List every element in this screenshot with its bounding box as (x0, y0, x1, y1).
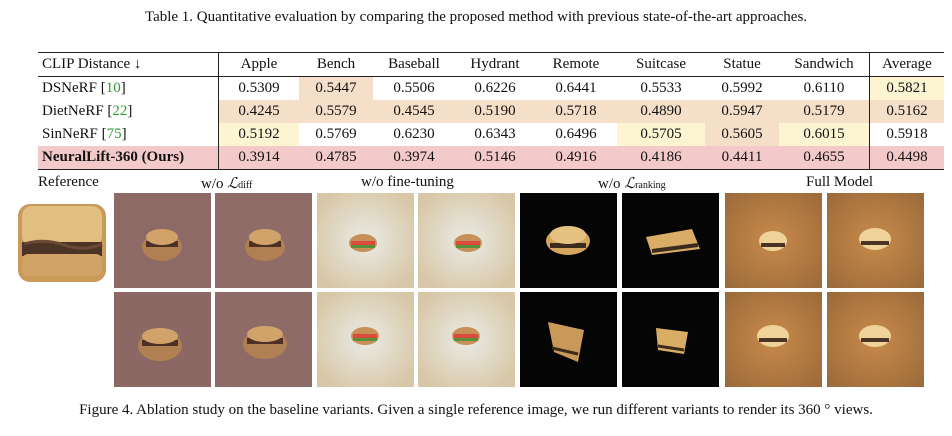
table-cell: 0.5992 (721, 80, 763, 96)
header-hydrant: Hydrant (455, 52, 535, 77)
render-wo-finetune-4 (418, 292, 515, 387)
table-cell: 0.5146 (455, 146, 535, 170)
method-dsnerf: DSNeRF [10] (38, 76, 219, 100)
method-sinnerf: SinNeRF [75] (38, 123, 219, 146)
table-row: DietNeRF [22] 0.4245 0.5579 0.4545 0.519… (38, 100, 944, 123)
render-full-1 (725, 193, 822, 288)
table-cell: 0.5718 (535, 100, 617, 123)
header-sandwich: Sandwich (779, 52, 870, 77)
render-full-4 (827, 292, 924, 387)
table-cell: 0.5162 (869, 100, 944, 123)
label-wo-diff: w/o ℒdiff (201, 176, 253, 192)
label-full-model: Full Model (806, 174, 874, 190)
render-wo-diff-1 (114, 193, 211, 288)
header-average: Average (869, 52, 944, 77)
table-cell: 0.4245 (218, 100, 299, 123)
header-apple: Apple (218, 52, 299, 77)
table-cell: 0.3914 (218, 146, 299, 170)
method-name: DietNeRF (42, 103, 104, 119)
render-wo-ranking-2 (622, 193, 719, 288)
render-wo-finetune-2 (418, 193, 515, 288)
table-cell: 0.6110 (803, 80, 845, 96)
table-cell: 0.6230 (393, 126, 435, 142)
table-cell: 0.5821 (869, 76, 944, 100)
render-wo-diff-2 (215, 193, 312, 288)
header-metric: CLIP Distance ↓ (38, 52, 219, 77)
render-wo-finetune-3 (317, 292, 414, 387)
table-cell: 0.5447 (299, 76, 373, 100)
table-cell: 0.6441 (555, 80, 597, 96)
method-ours: NeuralLift-360 (Ours) (38, 146, 219, 170)
header-remote: Remote (535, 52, 617, 77)
figure-caption: Figure 4. Ablation study on the baseline… (79, 402, 873, 418)
table-header-row: CLIP Distance ↓ Apple Bench Baseball Hyd… (38, 52, 944, 77)
table-cell: 0.5769 (315, 126, 357, 142)
table-cell: 0.4916 (535, 146, 617, 170)
table-cell: 0.4186 (617, 146, 705, 170)
table-cell: 0.4411 (705, 146, 779, 170)
table-cell: 0.5705 (617, 123, 705, 146)
table-cell: 0.6226 (474, 80, 516, 96)
results-table: CLIP Distance ↓ Apple Bench Baseball Hyd… (38, 52, 944, 170)
header-baseball: Baseball (373, 52, 455, 77)
render-wo-finetune-1 (317, 193, 414, 288)
table-cell: 0.5190 (455, 100, 535, 123)
table-cell: 0.5533 (640, 80, 682, 96)
render-wo-diff-4 (215, 292, 312, 387)
table-cell: 0.5947 (705, 100, 779, 123)
table-row: NeuralLift-360 (Ours) 0.3914 0.4785 0.39… (38, 146, 944, 170)
render-full-2 (827, 193, 924, 288)
table-cell: 0.5192 (218, 123, 299, 146)
table-cell: 0.5309 (238, 80, 280, 96)
render-wo-ranking-3 (520, 292, 617, 387)
table-cell: 0.4545 (373, 100, 455, 123)
table-caption: Table 1. Quantitative evaluation by comp… (144, 9, 808, 25)
table-cell: 0.5179 (779, 100, 870, 123)
citation-link[interactable]: 75 (106, 126, 122, 142)
table-cell: 0.6343 (474, 126, 516, 142)
header-suitcase: Suitcase (617, 52, 705, 77)
table-cell: 0.6015 (779, 123, 870, 146)
table-cell: 0.5918 (869, 123, 944, 146)
table-cell: 0.5506 (393, 80, 435, 96)
table-cell: 0.5605 (705, 123, 779, 146)
label-wo-ranking: w/o ℒranking (598, 176, 666, 192)
table-cell: 0.4655 (779, 146, 870, 170)
render-wo-ranking-4 (622, 292, 719, 387)
method-name: SinNeRF (42, 126, 98, 142)
citation-link[interactable]: 10 (105, 80, 121, 96)
citation-link[interactable]: 22 (112, 103, 128, 119)
reference-image (14, 198, 110, 288)
header-bench: Bench (299, 52, 373, 77)
table-cell: 0.4785 (299, 146, 373, 170)
table-cell: 0.4498 (869, 146, 944, 170)
method-name: DSNeRF (42, 80, 98, 96)
label-wo-finetune: w/o fine-tuning (361, 174, 454, 190)
table-row: SinNeRF [75] 0.5192 0.5769 0.6230 0.6343… (38, 123, 944, 146)
table-cell: 0.3974 (373, 146, 455, 170)
table-cell: 0.6496 (555, 126, 597, 142)
table-row: DSNeRF [10] 0.5309 0.5447 0.5506 0.6226 … (38, 76, 944, 100)
table-cell: 0.5579 (299, 100, 373, 123)
render-wo-diff-3 (114, 292, 211, 387)
method-dietnerf: DietNeRF [22] (38, 100, 219, 123)
render-full-3 (725, 292, 822, 387)
header-statue: Statue (705, 52, 779, 77)
render-wo-ranking-1 (520, 193, 617, 288)
label-reference: Reference (38, 174, 99, 190)
table-cell: 0.4890 (617, 100, 705, 123)
